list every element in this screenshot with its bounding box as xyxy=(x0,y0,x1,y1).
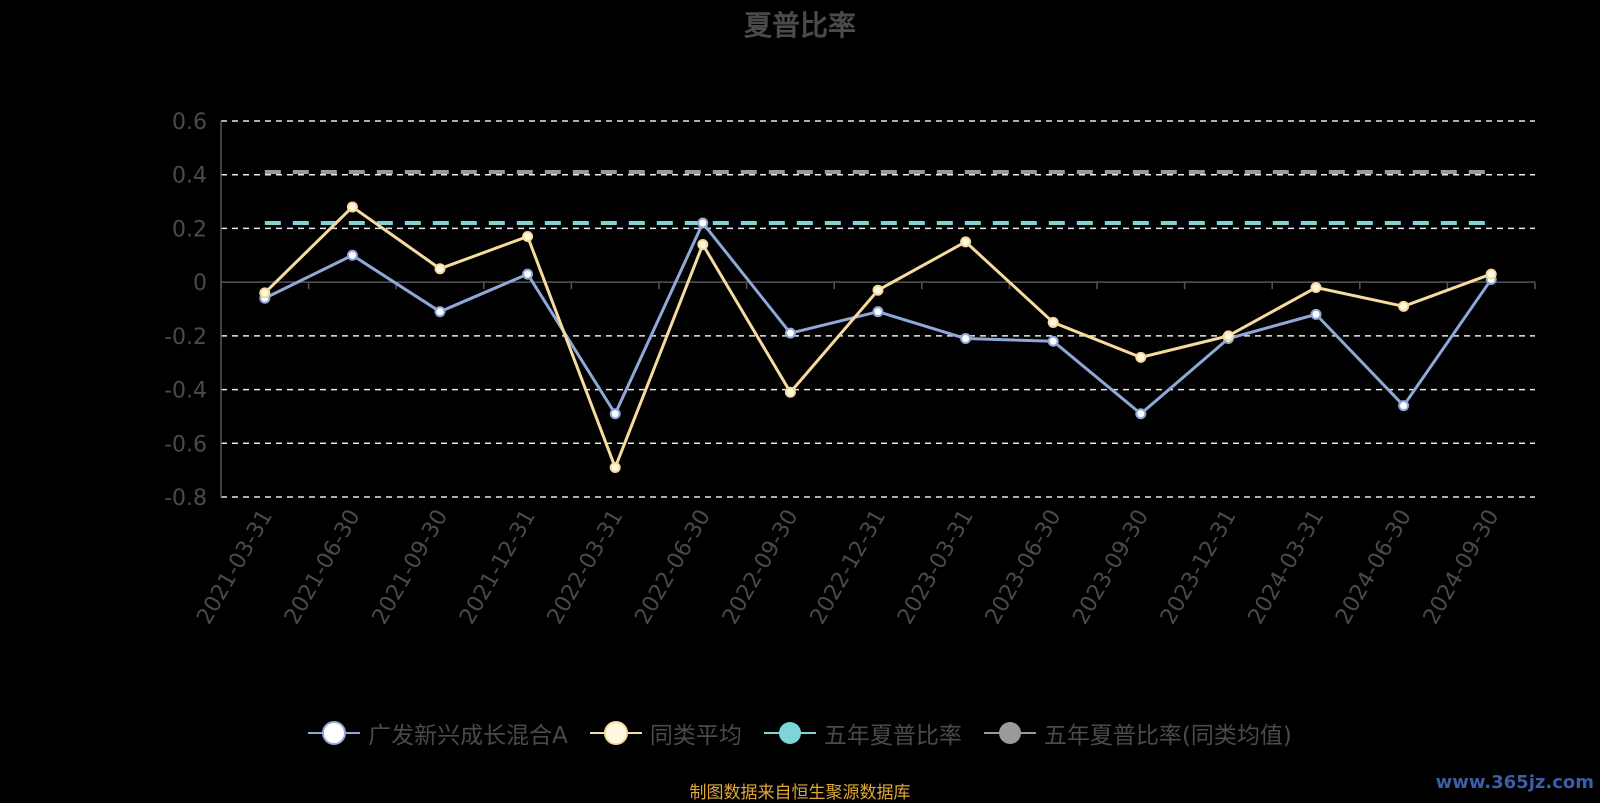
legend-item-fund[interactable]: 广发新兴成长混合A xyxy=(308,716,568,750)
x-tick-label: 2022-09-30 xyxy=(718,506,804,629)
legend-swatch-fund xyxy=(308,721,361,745)
data-point-1 xyxy=(1485,268,1497,280)
legend-item-peer-average[interactable]: 同类平均 xyxy=(589,716,742,750)
x-tick-label: 2024-09-30 xyxy=(1419,506,1505,629)
legend-item-five-year-sharpe[interactable]: 五年夏普比率 xyxy=(763,716,962,750)
y-tick-label: -0.8 xyxy=(164,486,207,511)
x-tick-label: 2021-09-30 xyxy=(368,506,454,629)
data-point-0 xyxy=(1398,400,1410,412)
data-point-1 xyxy=(1310,282,1322,294)
data-point-0 xyxy=(609,408,621,420)
legend-swatch-five-year-sharpe-peer xyxy=(983,722,1036,744)
data-point-0 xyxy=(784,327,796,339)
x-tick-label: 2021-03-31 xyxy=(192,506,278,629)
x-tick-label: 2024-03-31 xyxy=(1244,506,1330,629)
x-tick-label: 2023-12-31 xyxy=(1156,506,1242,629)
data-point-0 xyxy=(960,333,972,345)
legend-swatch-five-year-sharpe xyxy=(763,722,816,744)
legend-label-peer-average: 同类平均 xyxy=(649,723,742,749)
x-tick-label: 2024-06-30 xyxy=(1331,506,1417,629)
y-tick-label: -0.2 xyxy=(164,325,207,350)
legend-item-five-year-sharpe-peer[interactable]: 五年夏普比率(同类均值) xyxy=(983,716,1292,750)
data-point-1 xyxy=(1222,330,1234,342)
legend-label-fund: 广发新兴成长混合A xyxy=(368,723,568,749)
data-point-0 xyxy=(1135,408,1147,420)
data-point-1 xyxy=(259,287,271,299)
series-line-0 xyxy=(264,221,1493,416)
data-point-0 xyxy=(697,217,709,229)
grid-layer xyxy=(221,120,1535,498)
data-point-1 xyxy=(784,386,796,398)
data-point-0 xyxy=(346,249,358,261)
y-tick-label: 0.2 xyxy=(172,217,207,242)
data-point-1 xyxy=(872,284,884,296)
data-point-1 xyxy=(697,239,709,251)
y-tick-label: 0.4 xyxy=(172,164,207,189)
x-tick-label: 2022-12-31 xyxy=(806,506,892,629)
y-tick-label: -0.6 xyxy=(164,432,207,457)
x-tick-label: 2023-03-31 xyxy=(893,506,979,629)
legend-label-five-year-sharpe: 五年夏普比率 xyxy=(823,723,962,749)
y-tick-label: 0.6 xyxy=(172,110,207,135)
y-tick-label: -0.4 xyxy=(164,379,207,404)
data-point-1 xyxy=(609,461,621,473)
data-source-note: 制图数据来自恒生聚源数据库 xyxy=(689,783,911,803)
chart-title: 夏普比率 xyxy=(743,9,856,42)
y-tick-label: 0 xyxy=(193,271,207,296)
data-point-1 xyxy=(434,263,446,275)
data-point-0 xyxy=(1310,308,1322,320)
x-tick-label: 2022-06-30 xyxy=(630,506,716,629)
data-point-0 xyxy=(872,306,884,318)
data-point-0 xyxy=(522,268,534,280)
x-tick-label: 2023-09-30 xyxy=(1068,506,1154,629)
data-point-0 xyxy=(434,306,446,318)
data-point-1 xyxy=(1135,351,1147,363)
watermark: www.365jz.com xyxy=(1435,772,1594,793)
data-point-1 xyxy=(522,230,534,242)
data-point-1 xyxy=(1398,300,1410,312)
data-point-1 xyxy=(1047,316,1059,328)
legend: 广发新兴成长混合A 同类平均 五年夏普比率 五年夏普比率(同类均值) xyxy=(0,716,1600,750)
data-point-0 xyxy=(1047,335,1059,347)
x-tick-label: 2022-03-31 xyxy=(543,506,629,629)
legend-swatch-peer-average xyxy=(589,721,642,745)
x-tick-label: 2021-06-30 xyxy=(280,506,366,629)
x-tick-label: 2023-06-30 xyxy=(981,506,1067,629)
series-layer xyxy=(259,170,1497,473)
series-line-1 xyxy=(263,205,1492,469)
x-tick-label: 2021-12-31 xyxy=(455,506,541,629)
legend-label-five-year-sharpe-peer: 五年夏普比率(同类均值) xyxy=(1043,723,1292,749)
data-point-1 xyxy=(346,201,358,213)
data-point-1 xyxy=(960,236,972,248)
